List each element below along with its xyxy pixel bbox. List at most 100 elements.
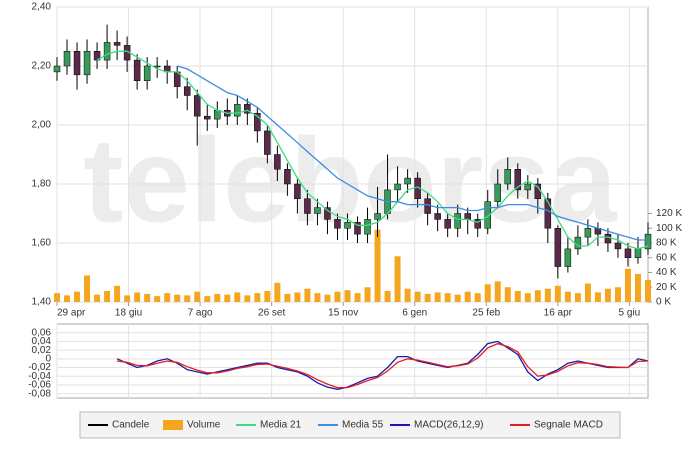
candle-body <box>614 242 622 250</box>
volume-bar <box>534 290 541 302</box>
candle-body <box>444 219 451 229</box>
candle-body <box>324 207 331 220</box>
candle-body <box>234 104 241 117</box>
candle-body <box>153 65 161 68</box>
candle-body <box>143 65 151 81</box>
candle-body <box>454 213 461 229</box>
volume-bar <box>104 290 111 302</box>
candle-body <box>193 95 201 117</box>
legend-label: Media 21 <box>260 420 302 431</box>
candle-body <box>334 219 341 229</box>
candle-body <box>103 42 111 61</box>
candle-body <box>73 51 81 76</box>
candle-body <box>264 130 271 155</box>
volume-bar <box>254 293 261 302</box>
candle-body <box>584 228 592 238</box>
volume-bar <box>304 288 311 302</box>
volume-bar <box>414 291 421 302</box>
volume-bar <box>645 279 651 302</box>
volume-bar <box>424 293 431 302</box>
series-line <box>96 50 649 250</box>
volume-bar <box>284 293 291 302</box>
volume-bar <box>314 293 321 302</box>
candle-body <box>294 183 301 199</box>
candle-body <box>524 183 532 191</box>
y-tick-label: 1,60 <box>32 238 52 249</box>
candle-body <box>574 236 582 250</box>
volume-bar <box>274 282 281 302</box>
y2-tick-label: 20 K <box>656 282 677 293</box>
candle-body <box>434 213 441 220</box>
volume-bar <box>474 293 481 302</box>
volume-bar <box>354 293 361 302</box>
candle-body <box>133 59 141 81</box>
volume-bar <box>614 287 621 302</box>
volume-bar <box>124 295 131 302</box>
candle-body <box>464 213 471 220</box>
candle-body <box>644 233 652 250</box>
volume-bar <box>214 293 221 302</box>
y-tick-label: 1,40 <box>32 297 52 308</box>
x-tick-label: 6 gen <box>402 308 427 319</box>
x-tick-label: 26 set <box>258 308 285 319</box>
volume-bar <box>394 256 401 302</box>
volume-bar <box>164 293 171 302</box>
candle-body <box>244 104 251 114</box>
candle-body <box>284 169 291 185</box>
candle-body <box>424 198 431 214</box>
volume-bar <box>554 285 561 302</box>
series-line <box>177 65 648 241</box>
candle-body <box>604 233 612 244</box>
candle-body <box>63 51 71 67</box>
x-tick-label: 7 ago <box>188 308 213 319</box>
candle-body <box>204 115 211 120</box>
y2-tick-label: 80 K <box>656 238 677 249</box>
y2-tick-label: 40 K <box>656 267 677 278</box>
volume-bar <box>444 293 451 302</box>
candle-body <box>214 110 221 120</box>
candle-body <box>484 201 491 229</box>
x-tick-label: 5 giu <box>619 308 641 319</box>
candle-body <box>93 51 101 61</box>
volume-bar <box>364 287 371 302</box>
volume-bar <box>94 294 101 302</box>
volume-bar <box>584 283 591 302</box>
volume-bar <box>204 296 211 302</box>
volume-bar <box>374 229 381 302</box>
candle-body <box>554 228 562 267</box>
series-line <box>116 340 649 390</box>
volume-bar <box>574 293 581 302</box>
candle-body <box>544 198 552 229</box>
y-tick-label: 0,04 <box>32 336 52 347</box>
volume-bar <box>514 290 521 302</box>
candle-body <box>494 183 501 202</box>
legend-label: MACD(26,12,9) <box>414 420 483 431</box>
x-tick-label: 25 feb <box>472 308 500 319</box>
x-tick-label: 18 giu <box>115 308 142 319</box>
legend-label: Segnale MACD <box>534 420 603 431</box>
volume-bar <box>634 273 641 302</box>
candle-body <box>474 219 481 229</box>
y-tick-label: -0,08 <box>28 388 51 399</box>
y2-tick-label: 100 K <box>656 223 682 234</box>
volume-bar <box>494 281 501 302</box>
candle-body <box>304 198 311 214</box>
volume-bar <box>174 294 181 302</box>
volume-bar <box>144 293 151 302</box>
y2-tick-label: 60 K <box>656 252 677 263</box>
legend-label: Volume <box>187 420 221 431</box>
candle-body <box>53 65 61 73</box>
candle-body <box>364 219 371 235</box>
volume-bar <box>244 295 251 302</box>
y-tick-label: 0,06 <box>32 327 52 338</box>
x-tick-label: 29 apr <box>57 308 86 319</box>
candle-body <box>113 42 121 46</box>
legend-label: Candele <box>112 420 150 431</box>
volume-bar <box>464 291 471 302</box>
volume-bar <box>484 284 491 302</box>
candle-body <box>254 112 261 132</box>
candle-body <box>634 248 642 258</box>
y-tick-label: 2,00 <box>32 120 52 131</box>
candle-body <box>374 213 381 220</box>
